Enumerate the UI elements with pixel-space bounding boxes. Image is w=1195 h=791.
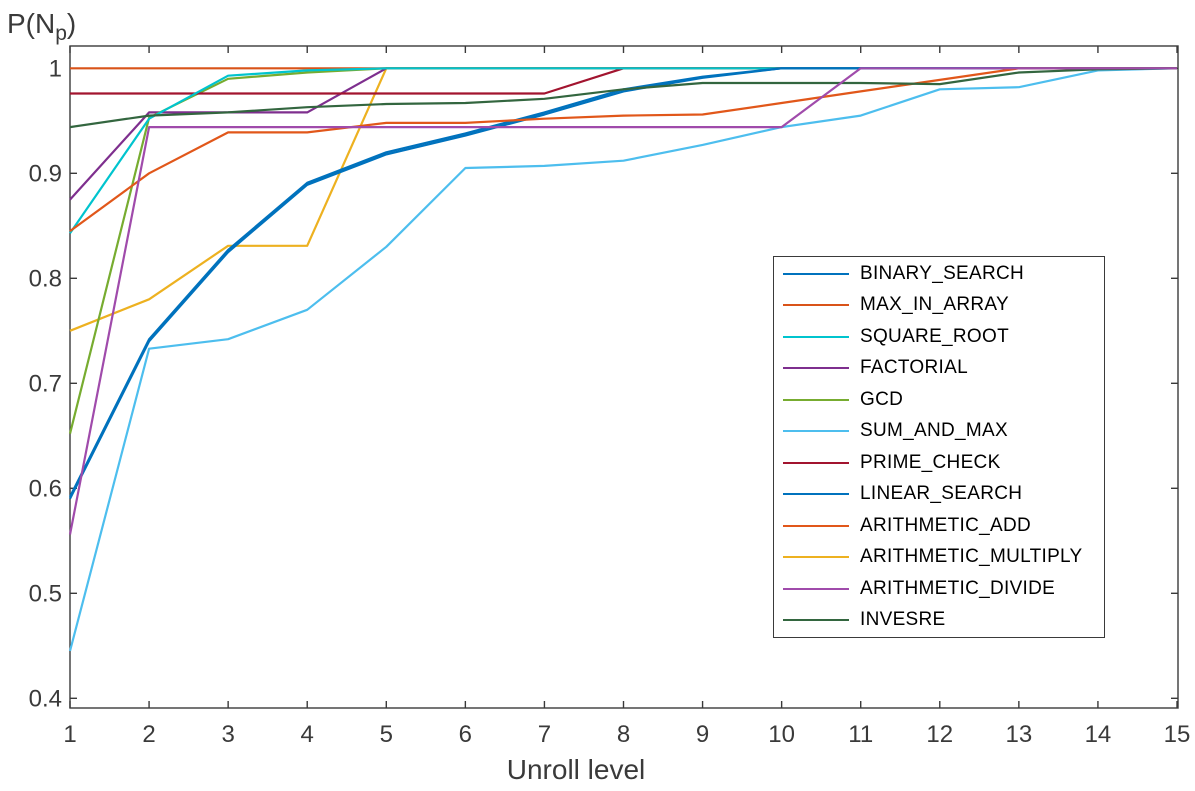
x-tick-label: 12 (926, 721, 953, 748)
legend-box: BINARY_SEARCH MAX_IN_ARRAY SQUARE_ROOT FACT… (773, 256, 1105, 638)
legend-item-label: SQUARE_ROOT (860, 325, 1009, 347)
legend-line-swatch (783, 461, 849, 464)
legend-item-INVESRE: INVESRE (774, 605, 1104, 635)
series-line-INVESRE (69, 67, 1178, 129)
x-tick-label: 6 (459, 721, 472, 748)
x-tick-label: 5 (380, 721, 393, 748)
legend-item-label: ARITHMETIC_ADD (860, 514, 1031, 536)
legend-item-ARITHMETIC_ADD: ARITHMETIC_ADD (774, 511, 1104, 541)
legend-item-ARITHMETIC_MULTIPLY: ARITHMETIC_MULTIPLY (774, 542, 1104, 572)
y-tick-label: 0.7 (29, 370, 62, 397)
series-line-SUM_AND_MAX (68, 67, 1178, 652)
series-line-ARITHMETIC_DIVIDE (68, 67, 1177, 535)
y-tick-label: 0.9 (29, 160, 62, 187)
legend-line-swatch (783, 587, 849, 590)
legend-item-BINARY_SEARCH: BINARY_SEARCH (774, 259, 1104, 289)
legend-line-swatch (783, 367, 849, 370)
x-tick-label: 14 (1085, 721, 1112, 748)
legend-item-label: LINEAR_SEARCH (860, 483, 1023, 505)
legend-item-label: GCD (860, 388, 904, 410)
legend-line-swatch (783, 619, 849, 622)
legend-item-SQUARE_ROOT: SQUARE_ROOT (774, 322, 1104, 352)
x-axis-label: Unroll level (507, 754, 646, 785)
legend-line-swatch (783, 556, 849, 559)
legend-item-label: ARITHMETIC_MULTIPLY (860, 546, 1083, 568)
legend-item-label: PRIME_CHECK (860, 451, 1001, 473)
legend-item-label: INVESRE (860, 609, 946, 631)
legend-item-SUM_AND_MAX: SUM_AND_MAX (774, 416, 1104, 446)
legend-line-swatch (783, 524, 849, 527)
legend-item-FACTORIAL: FACTORIAL (774, 353, 1104, 383)
legend-item-MAX_IN_ARRAY: MAX_IN_ARRAY (774, 290, 1104, 320)
legend-line-swatch (783, 493, 849, 496)
x-tick-label: 11 (848, 721, 873, 748)
x-tick-label: 2 (142, 721, 155, 748)
x-tick-label: 1 (63, 721, 76, 748)
x-tick-label: 10 (768, 721, 795, 748)
y-axis-label: P(Np) (7, 8, 76, 45)
y-axis-label-subscript: p (55, 22, 67, 45)
y-tick-label: 0.8 (29, 265, 62, 292)
x-tick-label: 8 (617, 721, 630, 748)
legend-item-LINEAR_SEARCH: LINEAR_SEARCH (774, 479, 1104, 509)
legend-item-label: ARITHMETIC_DIVIDE (860, 577, 1056, 599)
legend-item-label: SUM_AND_MAX (860, 420, 1008, 442)
legend-item-label: MAX_IN_ARRAY (860, 294, 1009, 316)
series-line-ARITHMETIC_ADD (69, 67, 1177, 232)
legend-line-swatch (783, 398, 849, 401)
legend-item-ARITHMETIC_DIVIDE: ARITHMETIC_DIVIDE (774, 574, 1104, 604)
legend-item-GCD: GCD (774, 385, 1104, 415)
legend-line-swatch (783, 272, 849, 275)
y-tick-label: 0.4 (29, 685, 62, 712)
legend-item-label: FACTORIAL (860, 357, 968, 379)
x-tick-label: 15 (1164, 721, 1191, 748)
legend-line-swatch (783, 335, 849, 338)
x-tick-label: 13 (1006, 721, 1033, 748)
y-tick-label: 0.5 (29, 580, 62, 607)
x-tick-label: 9 (696, 721, 709, 748)
legend-line-swatch (783, 304, 849, 307)
legend-item-PRIME_CHECK: PRIME_CHECK (774, 448, 1104, 478)
x-tick-label: 3 (221, 721, 234, 748)
legend-line-swatch (783, 430, 849, 433)
x-tick-label: 4 (301, 721, 314, 748)
y-tick-label: 0.6 (29, 475, 62, 502)
x-tick-label: 7 (538, 721, 551, 748)
legend-item-label: BINARY_SEARCH (860, 262, 1025, 284)
y-tick-label: 1 (49, 55, 62, 82)
